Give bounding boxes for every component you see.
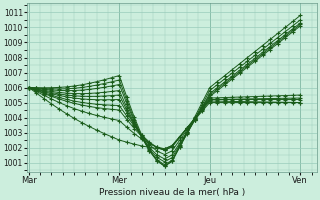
X-axis label: Pression niveau de la mer( hPa ): Pression niveau de la mer( hPa ) — [99, 188, 245, 197]
